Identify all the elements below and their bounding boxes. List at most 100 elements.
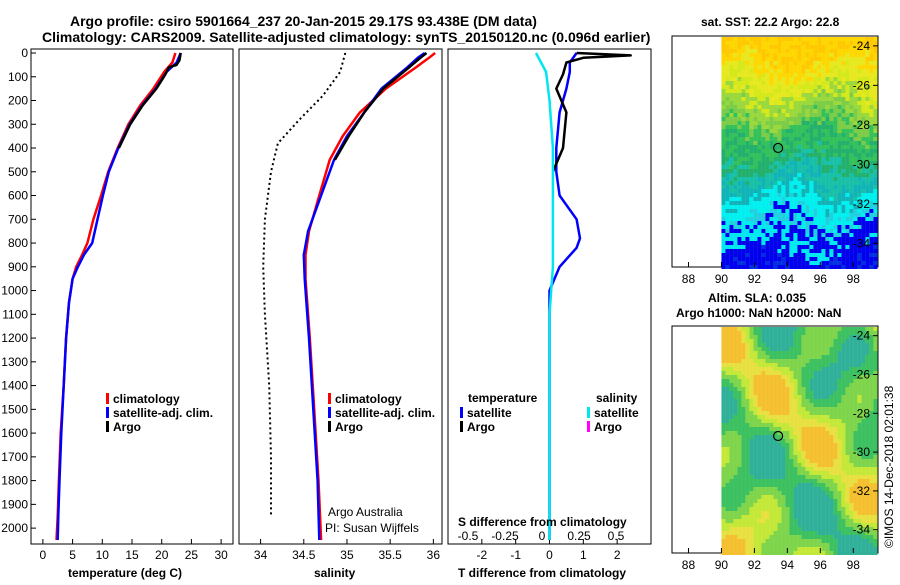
map-sst-cell [817,101,822,105]
map-sla-cell [737,387,742,391]
map-sst-cell [741,69,746,73]
map-sst-cell [853,117,858,121]
map-sst-cell [861,153,866,157]
map-sla-cell [733,363,738,367]
map-sla-cell [777,523,782,527]
map-sla-cell [825,539,830,543]
map-sla-cell [857,479,862,483]
map-sst-cell [785,229,790,233]
map-sst-cell [825,177,830,181]
map-sla-cell [733,375,738,379]
map-sst-cell [829,165,834,169]
map-sst-cell [749,217,754,221]
map-sst-cell [809,165,814,169]
map-sst-cell [793,185,798,189]
map-sla-cell [769,483,774,487]
map-sla-cell [873,515,878,519]
map-sla-cell [737,383,742,387]
map-sla-cell [777,479,782,483]
map-sla-cell [781,363,786,367]
map-sla-cell [765,439,770,443]
map-sst-cell [721,265,726,269]
map-sla-cell [773,527,778,531]
map-sst-cell [737,73,742,77]
map-sst-cell [861,213,866,217]
map-sla-cell [837,459,842,463]
map-sla-cell [825,515,830,519]
map-sst-cell [761,165,766,169]
map-sla-cell [817,503,822,507]
map-sst-cell [797,253,802,257]
map-sst-cell [761,93,766,97]
map-sla-cell [857,407,862,411]
map-sst-cell [829,157,834,161]
map-sla-cell [841,519,846,523]
map-sla-cell [741,455,746,459]
map-sst-cell [809,153,814,157]
map-sla-cell [761,535,766,539]
map-sla-cell [869,439,874,443]
map-sst-cell [809,245,814,249]
map-sla-cell [753,531,758,535]
map-sla-cell [817,391,822,395]
map-sst-cell [849,157,854,161]
map-sst-cell [817,257,822,261]
map-sla-cell [821,339,826,343]
map-sst-cell [829,241,834,245]
map-sst-cell [845,65,850,69]
map-sst-cell [861,65,866,69]
map-sst-cell [729,145,734,149]
map-sst-cell [849,145,854,149]
map-sla-cell [825,527,830,531]
map-sla-cell [753,343,758,347]
map-sla-cell [801,539,806,543]
map-sla-cell [825,335,830,339]
map-sst-cell [865,201,870,205]
map-sst-cell [789,45,794,49]
map-sla-cell [857,503,862,507]
map-sla-cell [737,379,742,383]
map-sla-cell [849,379,854,383]
map-sla-cell [781,395,786,399]
map-sla-cell [861,447,866,451]
map-sla-cell [729,367,734,371]
map-sst-cell [757,161,762,165]
map-sst-cell [825,105,830,109]
map-sst-cell [721,153,726,157]
map-sst-cell [873,69,878,73]
map-sst-cell [725,89,730,93]
map-sla-cell [745,471,750,475]
map-sst-cell [869,209,874,213]
map-sst-cell [725,133,730,137]
map-sla-cell [809,547,814,551]
map-sst-cell [805,217,810,221]
map-sla-cell [785,347,790,351]
map-sla-cell [817,427,822,431]
map-sst-cell [849,261,854,265]
map-sla-cell [797,467,802,471]
legend-swatch-argo [328,421,331,432]
map-sst-cell [809,69,814,73]
map-sst-cell [741,105,746,109]
map-sst-cell [861,41,866,45]
map-sst-cell [737,85,742,89]
map-sst-cell [789,97,794,101]
map-sst-cell [733,109,738,113]
map-sla-cell [841,331,846,335]
map-sla-cell [749,351,754,355]
map-sst-cell [741,193,746,197]
map-sst-cell [745,225,750,229]
map-sst-cell [817,197,822,201]
map-sla-cell [737,519,742,523]
map-sla-cell [797,411,802,415]
map-sla-cell [789,523,794,527]
map-sla-cell [757,483,762,487]
map-sst-cell [765,205,770,209]
map-sst-cell [825,37,830,41]
map-sst-cell [809,37,814,41]
map-sla-cell [853,499,858,503]
map-sla-cell [809,523,814,527]
map-sla-cell [741,335,746,339]
map-sla-cell [777,371,782,375]
map-sla-cell [721,467,726,471]
